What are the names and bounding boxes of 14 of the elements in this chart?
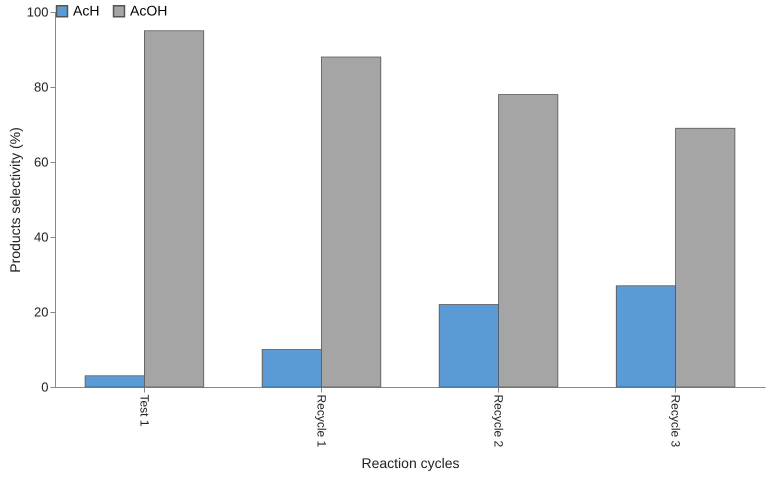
y-tick-label: 80: [34, 80, 48, 94]
y-axis-title: Products selectivity (%): [6, 127, 23, 273]
legend-label: AcH: [73, 2, 100, 18]
x-tick-label: Test 1: [137, 394, 152, 427]
x-axis-title: Reaction cycles: [361, 455, 460, 472]
y-tick-label: 60: [34, 154, 48, 170]
x-tick-label: Recycle 3: [668, 394, 683, 448]
y-tick-label: 100: [26, 4, 48, 20]
legend-label: AcOH: [130, 2, 168, 18]
y-tick-label: 0: [41, 380, 48, 394]
x-tick-label: Recycle 2: [492, 394, 506, 448]
y-tick-label: 20: [34, 304, 48, 320]
y-tick-label: 40: [34, 230, 48, 244]
x-tick-label: Recycle 1: [314, 394, 328, 448]
